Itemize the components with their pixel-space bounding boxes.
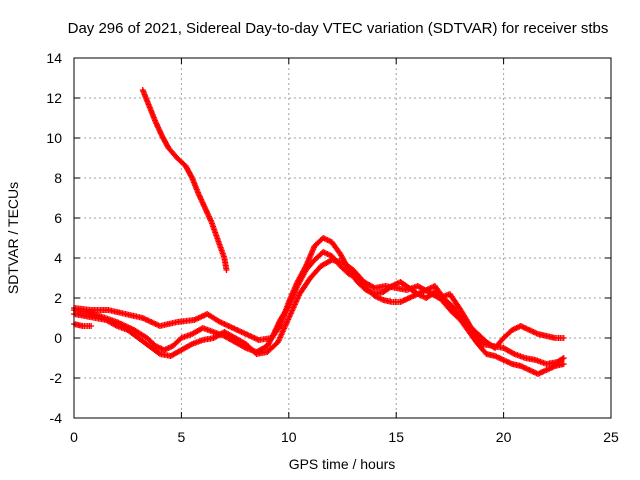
x-tick-label: 25 [603,429,619,445]
y-axis-label: SDTVAR / TECUs [5,182,21,294]
x-tick-label: 0 [70,429,78,445]
data-point [560,355,567,361]
y-tick-label: -4 [50,410,63,426]
data-points [71,87,567,377]
data-point-fill [188,173,195,180]
data-point [223,267,230,273]
data-point-fill [559,355,566,362]
y-tick-label: 4 [54,250,62,266]
grid-lines [74,58,611,418]
plot-frame [73,57,612,419]
y-tick-label: 10 [46,130,62,146]
axis-ticks: 0 5 10 15 20 25 -4 -2 0 2 4 6 8 10 12 14 [46,50,619,445]
y-tick-label: 2 [54,290,62,306]
x-tick-label: 10 [281,429,297,445]
data-point [88,323,95,329]
x-axis-label: GPS time / hours [289,456,396,472]
data-point [560,335,567,341]
data-point-fill [155,350,162,356]
y-tick-label: 14 [46,50,62,66]
series-track-e [139,87,230,273]
data-point-fill [187,341,194,348]
y-tick-label: 12 [46,90,62,106]
x-tick-label: 20 [496,429,512,445]
y-tick-label: 6 [54,210,62,226]
series-track-c [71,235,567,351]
chart-title: Day 296 of 2021, Sidereal Day-to-day VTE… [68,20,609,37]
data-point-fill [112,322,119,329]
data-point-fill [509,350,516,357]
x-tick-label: 15 [388,429,404,445]
x-tick-label: 5 [178,429,186,445]
y-tick-label: -2 [50,370,63,386]
series-track-b [71,257,567,367]
y-tick-label: 8 [54,170,62,186]
data-point [560,361,567,367]
y-tick-label: 0 [54,330,62,346]
